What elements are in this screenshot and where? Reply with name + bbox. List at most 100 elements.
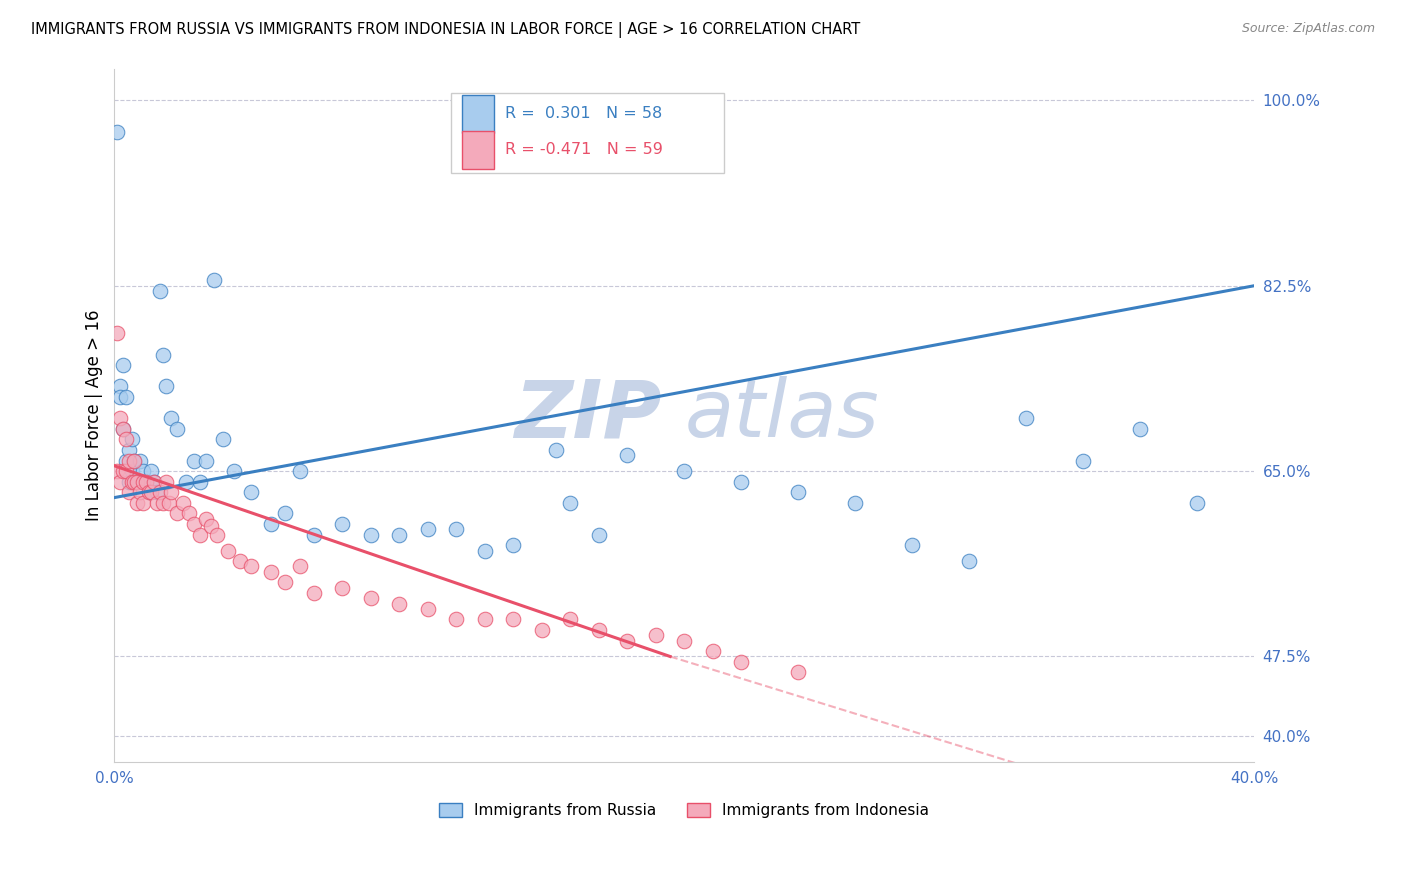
Point bbox=[132, 464, 155, 478]
Point bbox=[502, 538, 524, 552]
Point bbox=[177, 507, 200, 521]
Point bbox=[205, 527, 228, 541]
Point bbox=[474, 543, 496, 558]
Point bbox=[211, 433, 233, 447]
Point bbox=[118, 475, 141, 489]
Point bbox=[114, 390, 136, 404]
Point bbox=[332, 517, 354, 532]
Point bbox=[240, 485, 263, 500]
Point bbox=[127, 496, 149, 510]
Point bbox=[702, 644, 724, 658]
Point bbox=[146, 485, 169, 500]
Point bbox=[111, 422, 134, 436]
Point bbox=[141, 485, 163, 500]
Point bbox=[160, 485, 183, 500]
Point bbox=[111, 464, 134, 478]
Point bbox=[149, 284, 172, 298]
Point bbox=[121, 433, 143, 447]
Point bbox=[224, 464, 246, 478]
Point bbox=[288, 464, 311, 478]
Point bbox=[474, 612, 496, 626]
Point bbox=[138, 485, 160, 500]
Point bbox=[166, 422, 188, 436]
Point bbox=[135, 475, 157, 489]
Text: R = -0.471   N = 59: R = -0.471 N = 59 bbox=[505, 142, 664, 157]
Point bbox=[118, 442, 141, 457]
Point bbox=[188, 527, 211, 541]
Point bbox=[388, 527, 411, 541]
Point bbox=[560, 496, 582, 510]
Point bbox=[108, 379, 131, 393]
Point bbox=[132, 475, 155, 489]
Point bbox=[560, 612, 582, 626]
Point bbox=[360, 527, 382, 541]
Point bbox=[302, 527, 325, 541]
Point bbox=[183, 517, 205, 532]
Point bbox=[166, 507, 188, 521]
Point bbox=[152, 496, 174, 510]
Point bbox=[172, 496, 194, 510]
Point bbox=[105, 326, 128, 341]
Point bbox=[118, 485, 141, 500]
Legend: Immigrants from Russia, Immigrants from Indonesia: Immigrants from Russia, Immigrants from … bbox=[433, 797, 935, 824]
Point bbox=[1187, 496, 1209, 510]
Point bbox=[121, 464, 143, 478]
Point bbox=[730, 475, 752, 489]
Point bbox=[114, 433, 136, 447]
Point bbox=[1015, 411, 1038, 425]
Point bbox=[146, 496, 169, 510]
Point bbox=[121, 475, 143, 489]
Point bbox=[274, 507, 297, 521]
Text: atlas: atlas bbox=[685, 376, 879, 455]
Point bbox=[588, 527, 610, 541]
Point bbox=[194, 512, 217, 526]
Point bbox=[152, 347, 174, 361]
Point bbox=[129, 453, 152, 467]
Point bbox=[957, 554, 980, 568]
Point bbox=[1073, 453, 1095, 467]
Point bbox=[155, 475, 177, 489]
Text: Source: ZipAtlas.com: Source: ZipAtlas.com bbox=[1241, 22, 1375, 36]
Point bbox=[149, 485, 172, 500]
Point bbox=[174, 475, 197, 489]
Point bbox=[787, 485, 810, 500]
Point bbox=[127, 475, 149, 489]
Point bbox=[332, 581, 354, 595]
Point bbox=[673, 464, 696, 478]
Point bbox=[118, 453, 141, 467]
Point bbox=[530, 623, 553, 637]
Point bbox=[124, 475, 146, 489]
Point bbox=[129, 485, 152, 500]
Point bbox=[502, 612, 524, 626]
Point bbox=[108, 390, 131, 404]
Point bbox=[260, 565, 283, 579]
Point bbox=[229, 554, 252, 568]
Point bbox=[183, 453, 205, 467]
Point bbox=[844, 496, 866, 510]
Y-axis label: In Labor Force | Age > 16: In Labor Force | Age > 16 bbox=[86, 310, 103, 521]
FancyBboxPatch shape bbox=[451, 93, 724, 173]
Point bbox=[1129, 422, 1152, 436]
Point bbox=[416, 522, 439, 536]
Point bbox=[124, 453, 146, 467]
Point bbox=[111, 358, 134, 372]
Point bbox=[240, 559, 263, 574]
Point bbox=[155, 379, 177, 393]
Point bbox=[127, 475, 149, 489]
Point bbox=[217, 543, 239, 558]
Point bbox=[644, 628, 666, 642]
Point bbox=[135, 475, 157, 489]
Point bbox=[446, 612, 468, 626]
Point bbox=[111, 422, 134, 436]
Point bbox=[546, 442, 568, 457]
Point bbox=[388, 597, 411, 611]
Point bbox=[730, 655, 752, 669]
Point bbox=[360, 591, 382, 606]
Point bbox=[114, 464, 136, 478]
Point bbox=[302, 586, 325, 600]
Point bbox=[200, 519, 222, 533]
Point bbox=[105, 125, 128, 139]
Bar bbox=[463, 95, 494, 133]
Point bbox=[416, 602, 439, 616]
Point bbox=[138, 485, 160, 500]
